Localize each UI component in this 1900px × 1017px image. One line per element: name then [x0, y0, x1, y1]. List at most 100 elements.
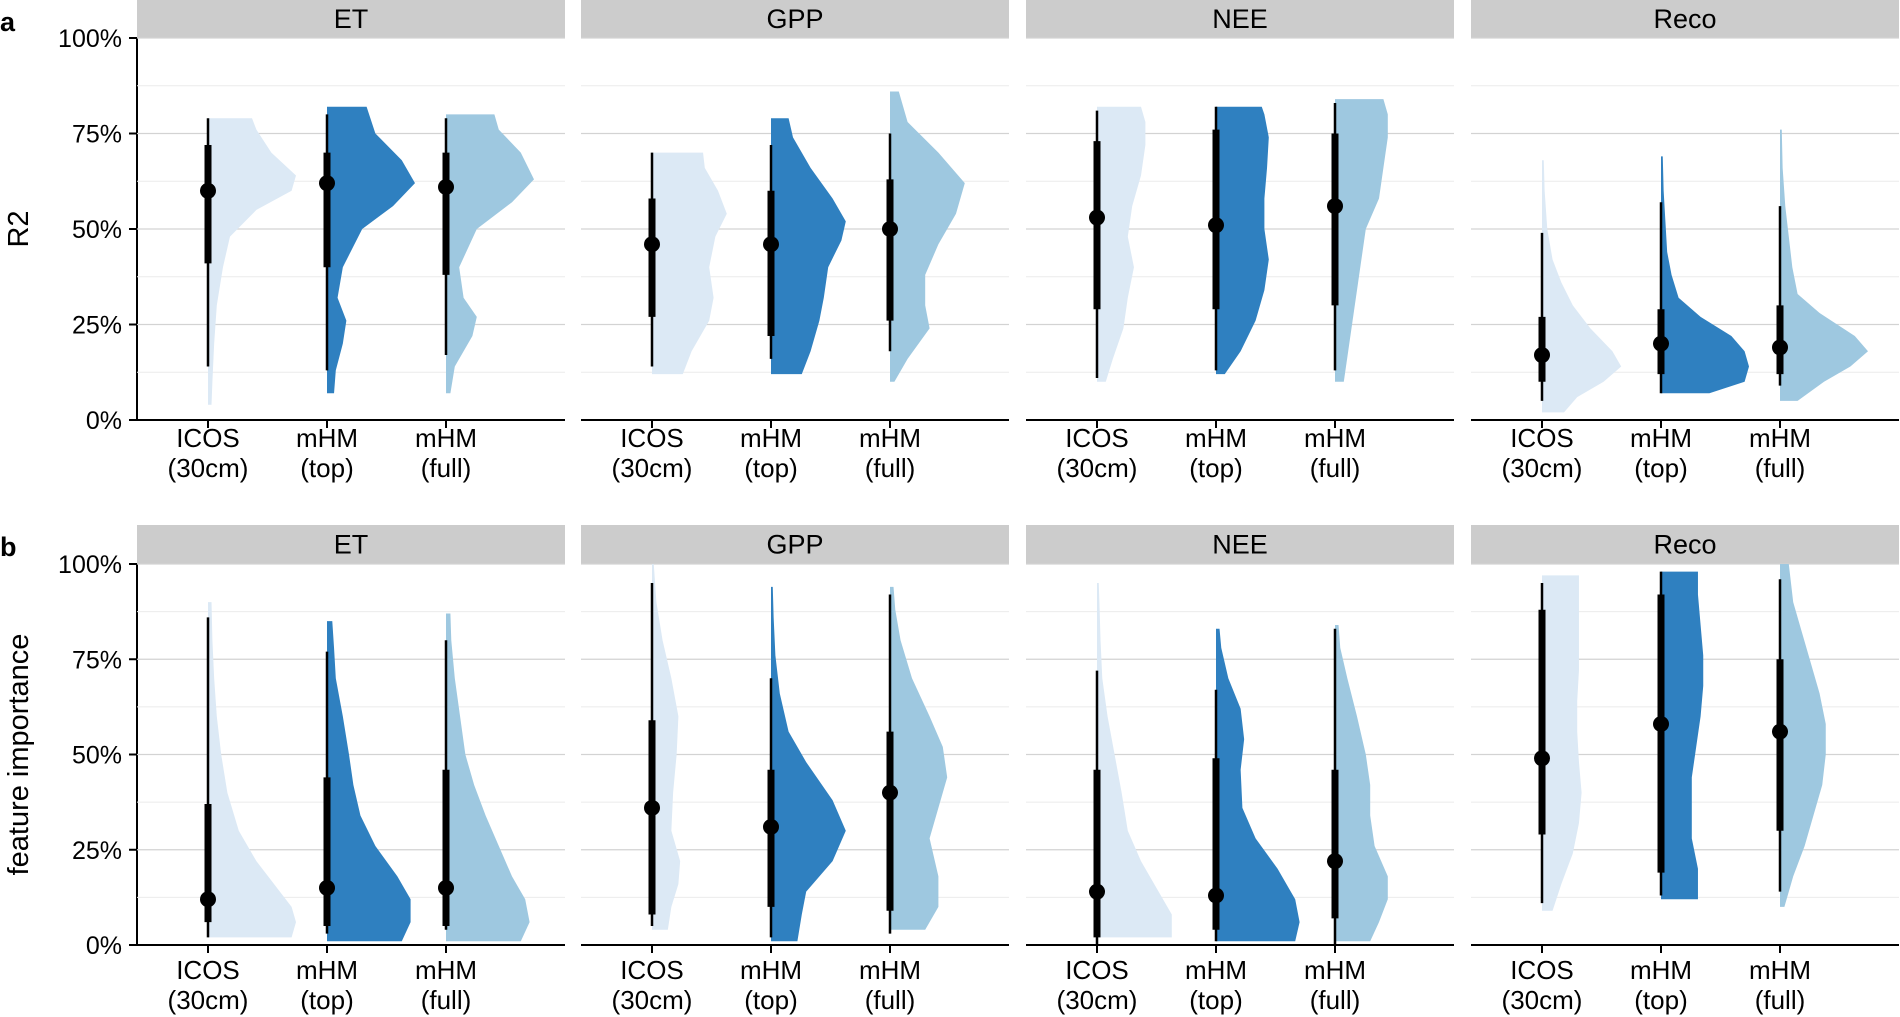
y-tick-label: 0% [86, 932, 122, 960]
violin-group-1: mHM(top) [1630, 571, 1704, 1015]
x-category-label: ICOS [176, 423, 240, 453]
half-violin [890, 586, 948, 930]
half-violin [1661, 156, 1749, 394]
median-point [319, 175, 335, 192]
x-category-label: mHM [740, 423, 802, 453]
x-category-label: (full) [1755, 453, 1806, 483]
median-point [1089, 209, 1105, 226]
median-point [763, 818, 779, 835]
facet-strip [1026, 525, 1454, 564]
x-category-label: mHM [1304, 423, 1366, 453]
violin-group-1: mHM(top) [296, 621, 411, 1015]
violin-group-0: ICOS(30cm) [1057, 106, 1146, 483]
median-point [644, 236, 660, 253]
x-category-label: (30cm) [168, 985, 249, 1015]
x-category-label: mHM [1185, 423, 1247, 453]
x-category-label: (full) [1755, 985, 1806, 1015]
median-point [1772, 339, 1788, 356]
half-violin [771, 586, 846, 942]
violin-group-1: mHM(top) [1630, 156, 1749, 483]
x-category-label: ICOS [1065, 423, 1129, 453]
x-category-label: mHM [859, 423, 921, 453]
facet-strip [1471, 0, 1899, 38]
median-point [1327, 853, 1343, 870]
x-category-label: mHM [1630, 955, 1692, 985]
x-category-label: mHM [1185, 955, 1247, 985]
x-category-label: (30cm) [612, 453, 693, 483]
median-point [1534, 750, 1550, 767]
violin-group-2: mHM(full) [1749, 564, 1826, 1015]
y-tick-label: 100% [58, 551, 122, 579]
x-category-label: (30cm) [168, 453, 249, 483]
x-category-label: (top) [1189, 985, 1242, 1015]
x-category-label: (top) [744, 453, 797, 483]
x-category-label: ICOS [1510, 955, 1574, 985]
half-violin [1780, 564, 1826, 907]
half-violin [1216, 628, 1300, 942]
facet-strip-label: ET [334, 4, 369, 34]
x-category-label: mHM [1304, 955, 1366, 985]
median-point [1653, 335, 1669, 352]
half-violin [446, 613, 530, 942]
y-axis-title: R2 [3, 210, 35, 247]
y-tick-label: 0% [86, 407, 122, 435]
violin-group-1: mHM(top) [1185, 106, 1269, 483]
median-point [200, 891, 216, 908]
half-violin [652, 564, 681, 930]
x-category-label: ICOS [1510, 423, 1574, 453]
y-tick-label: 75% [72, 121, 122, 149]
x-category-label: ICOS [620, 955, 684, 985]
panel-a: aR20%25%50%75%100%ETICOS(30cm)mHM(top)mH… [0, 0, 1899, 483]
violin-group-1: mHM(top) [740, 586, 846, 1015]
x-category-label: mHM [859, 955, 921, 985]
x-category-label: mHM [415, 955, 477, 985]
half-violin [208, 602, 296, 938]
violin-group-0: ICOS(30cm) [612, 152, 727, 483]
panel-tag-a: a [0, 7, 16, 37]
x-category-label: mHM [415, 423, 477, 453]
panel-b: b feature importance 0% 25% 50% 75% 100% ET ICOS… [0, 525, 1899, 1015]
violin-group-0: ICOS(30cm) [168, 118, 296, 483]
median-point [1327, 198, 1343, 215]
median-point [763, 236, 779, 253]
median-point [1208, 887, 1224, 904]
x-category-label: (top) [744, 985, 797, 1015]
median-point [319, 879, 335, 896]
x-category-label: mHM [740, 955, 802, 985]
x-category-label: (full) [865, 985, 916, 1015]
x-category-label: mHM [1749, 423, 1811, 453]
median-point [438, 879, 454, 896]
half-violin [1335, 624, 1388, 942]
half-violin [652, 152, 727, 375]
x-category-label: (top) [1634, 453, 1687, 483]
half-violin [446, 114, 534, 394]
x-category-label: mHM [296, 955, 358, 985]
y-tick-label: 75% [72, 646, 122, 674]
x-category-label: mHM [1630, 423, 1692, 453]
median-point [1208, 217, 1224, 234]
median-point [1772, 723, 1788, 740]
y-tick-label: 25% [72, 837, 122, 865]
x-category-label: (top) [1634, 985, 1687, 1015]
y-tick-label: 25% [72, 312, 122, 340]
x-category-label: ICOS [620, 423, 684, 453]
violin-group-2: mHM(full) [859, 91, 965, 483]
y-tick-label: 50% [72, 216, 122, 244]
violin-group-0: ICOS(30cm) [168, 602, 296, 1015]
y-axis-title: feature importance [3, 634, 35, 876]
x-category-label: (top) [1189, 453, 1242, 483]
x-category-label: (30cm) [1057, 985, 1138, 1015]
facet-strip [137, 0, 565, 38]
y-tick-label: 50% [72, 742, 122, 770]
median-point [438, 178, 454, 195]
facet-strip-label: ET [334, 530, 369, 560]
x-category-label: (30cm) [612, 985, 693, 1015]
x-category-label: (full) [865, 453, 916, 483]
half-violin [1097, 106, 1146, 382]
violin-group-2: mHM(full) [415, 613, 530, 1015]
